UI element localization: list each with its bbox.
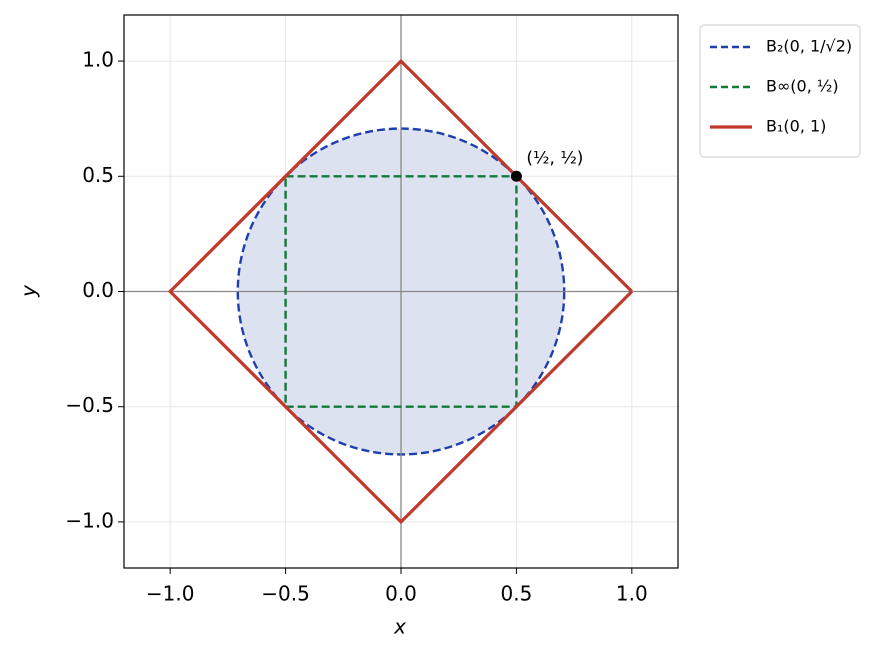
legend-label: B∞(0, ½) <box>766 77 839 96</box>
x-axis-label: x <box>393 615 406 639</box>
point <box>510 170 522 182</box>
legend-label: B₁(0, 1) <box>766 117 826 136</box>
y-tick-label: −1.0 <box>65 508 114 532</box>
y-tick-label: 0.5 <box>82 163 114 187</box>
y-axis-label: y <box>17 284 41 298</box>
y-tick-label: 0.0 <box>82 278 114 302</box>
plot-frame <box>123 14 679 569</box>
x-tick-label: 0.0 <box>385 582 417 606</box>
x-tick-label: 1.0 <box>616 582 648 606</box>
y-tick-label: 1.0 <box>82 48 114 72</box>
x-tick-label: 0.5 <box>501 582 533 606</box>
x-tick-label: −0.5 <box>261 582 310 606</box>
y-tick-label: −0.5 <box>65 393 114 417</box>
point-label: (½, ½) <box>526 148 583 168</box>
legend-label: B₂(0, 1/√2) <box>766 37 852 56</box>
x-tick-label: −1.0 <box>146 582 195 606</box>
legend-box <box>699 24 861 158</box>
polygon <box>167 58 633 525</box>
